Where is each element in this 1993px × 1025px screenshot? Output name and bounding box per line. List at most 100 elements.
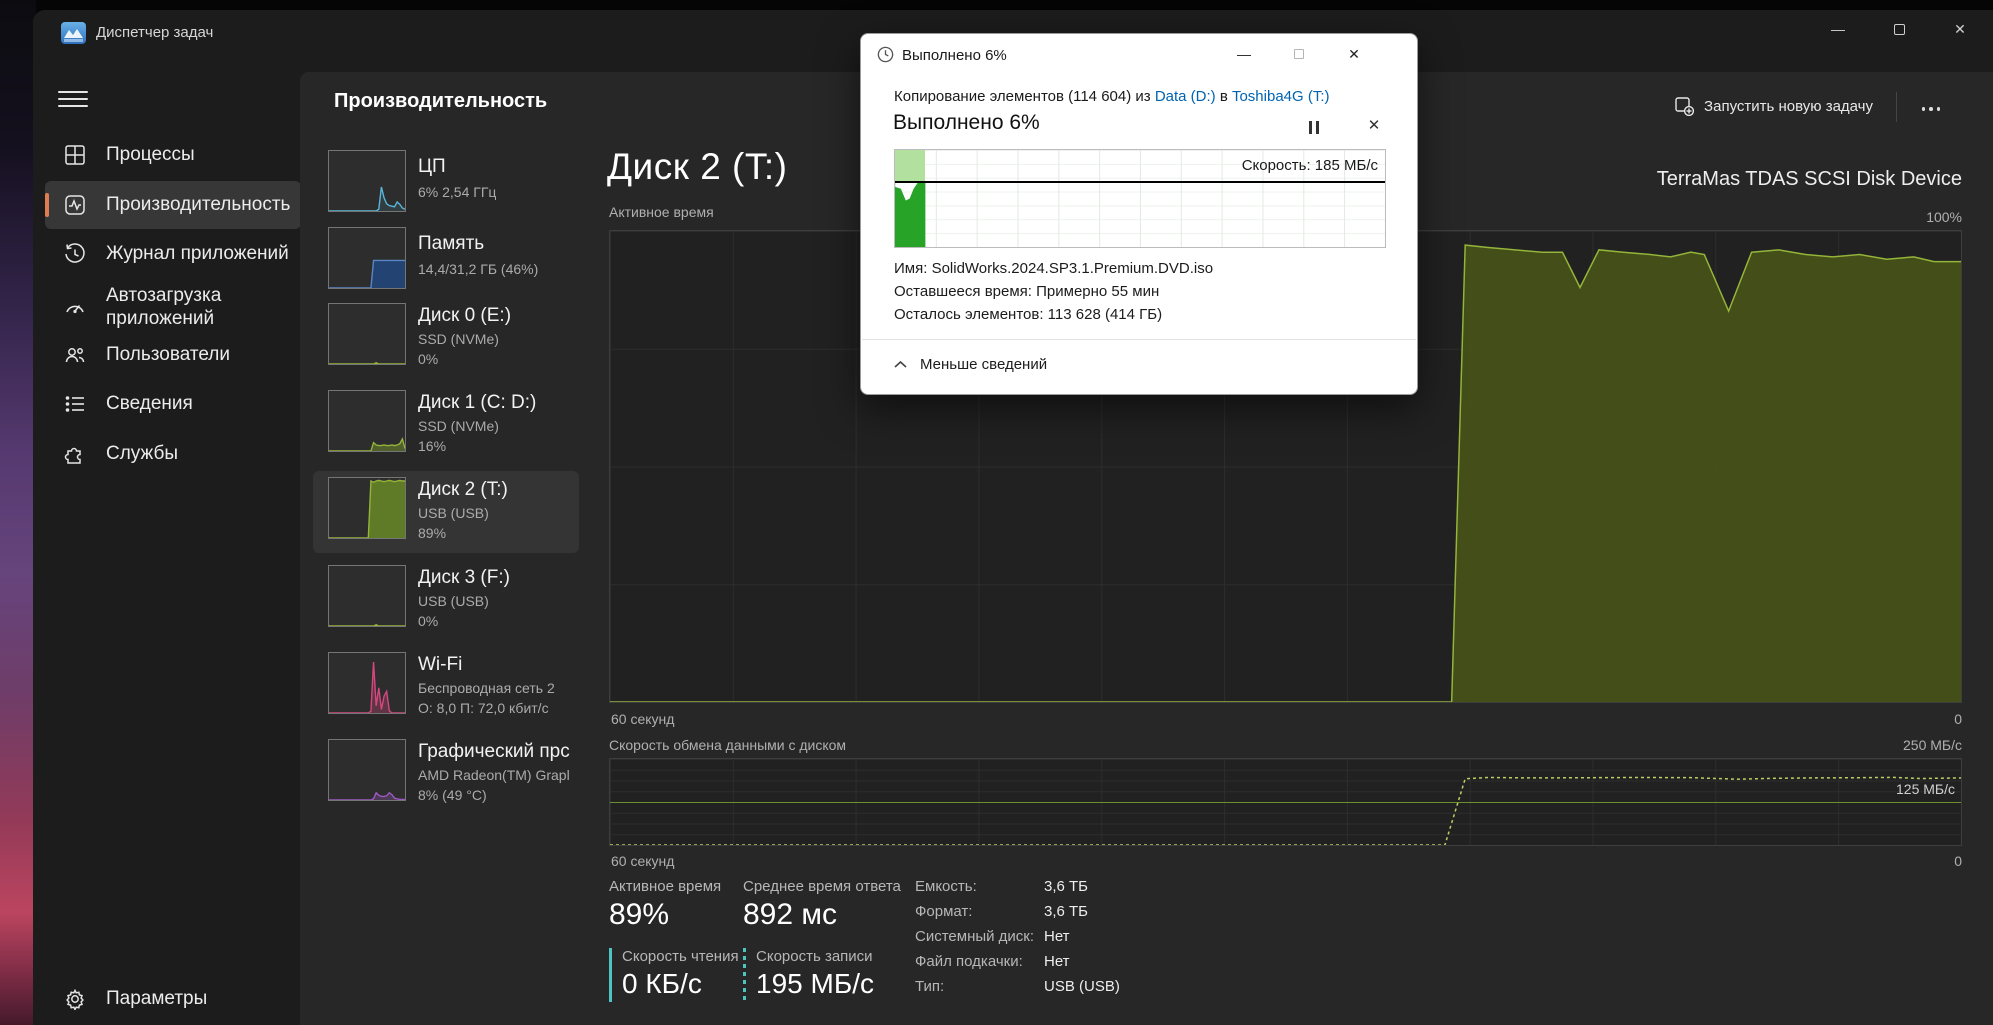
sidebar-item-details[interactable]: Сведения <box>45 380 301 428</box>
progress-heading: Выполнено 6% <box>893 111 1040 134</box>
dialog-close-button[interactable]: ✕ <box>1348 45 1360 62</box>
maximize-button[interactable] <box>1871 10 1927 48</box>
perf-item-title: Память <box>418 233 485 254</box>
perf-item-title: Диск 1 (C: D:) <box>418 392 537 413</box>
hamburger-menu-icon[interactable] <box>56 84 90 114</box>
dialog-maximize-button[interactable] <box>1277 36 1321 72</box>
processes-icon <box>64 144 86 166</box>
close-button[interactable]: ✕ <box>1954 20 1966 37</box>
format-label: Формат: <box>915 903 973 920</box>
active-time-stat-label: Активное время <box>609 878 722 895</box>
perf-item-title: Диск 2 (T:) <box>418 479 508 500</box>
mini-chart <box>328 227 406 289</box>
performance-icon <box>64 194 86 216</box>
maximize-icon <box>1893 23 1905 35</box>
run-new-task-label: Запустить новую задачу <box>1704 97 1873 115</box>
read-speed-value: 0 КБ/с <box>622 968 702 999</box>
page-file-label: Файл подкачки: <box>915 953 1023 970</box>
perf-list-item-2[interactable]: Диск 0 (E:) SSD (NVMe) 0% <box>313 297 579 379</box>
perf-list-item-5[interactable]: Диск 3 (F:) USB (USB) 0% <box>313 559 579 641</box>
read-speed-accent-bar <box>609 948 612 1002</box>
system-disk-label: Системный диск: <box>915 928 1035 945</box>
mini-chart <box>328 739 406 801</box>
system-disk-value: Нет <box>1044 928 1070 945</box>
active-time-chart <box>609 230 1962 703</box>
perf-item-sub2: 16% <box>418 438 447 454</box>
perf-item-title: Wi-Fi <box>418 654 463 675</box>
minimize-button[interactable]: — <box>1831 21 1845 37</box>
sidebar-item-startup-apps[interactable]: Автозагрузка приложений <box>45 277 301 339</box>
throughput-chart: 125 МБ/с <box>609 758 1962 846</box>
time-remaining-line: Оставшееся время: Примерно 55 мин <box>894 283 1160 300</box>
sidebar-item-label: Процессы <box>106 143 195 165</box>
active-time-stat-value: 89% <box>609 898 670 931</box>
throughput-chart-label: Скорость обмена данными с диском <box>609 737 847 753</box>
dialog-separator <box>862 339 1416 340</box>
perf-item-sub2: О: 8,0 П: 72,0 кбит/с <box>418 700 549 716</box>
disk-detail-title: Диск 2 (T:) <box>607 146 788 187</box>
sidebar-item-label: Автозагрузка приложений <box>106 285 222 329</box>
toolbar-divider <box>1896 92 1897 122</box>
read-speed-label: Скорость чтения <box>622 948 739 965</box>
perf-item-title: ЦП <box>418 156 446 177</box>
dialog-title: Выполнено 6% <box>902 47 1007 64</box>
pause-copy-button[interactable] <box>1301 117 1327 137</box>
perf-list-item-3[interactable]: Диск 1 (C: D:) SSD (NVMe) 16% <box>313 384 579 466</box>
source-drive-link[interactable]: Data (D:) <box>1154 88 1216 105</box>
mini-chart <box>328 477 406 539</box>
perf-list-item-7[interactable]: Графический прс AMD Radeon(TM) Grapl 8% (4… <box>313 733 579 815</box>
sidebar-item-users[interactable]: Пользователи <box>45 331 301 379</box>
sidebar-item-app-history[interactable]: Журнал приложений <box>45 230 301 278</box>
perf-item-sub1: Беспроводная сеть 2 <box>418 680 555 696</box>
less-details-toggle[interactable]: Меньше сведений <box>894 356 1047 373</box>
perf-item-sub1: AMD Radeon(TM) Grapl <box>418 767 570 783</box>
new-task-icon <box>1674 96 1695 116</box>
copy-progress-band <box>895 150 926 182</box>
sidebar-item-services[interactable]: Службы <box>45 430 301 478</box>
copy-dialog-icon <box>876 45 895 64</box>
format-value: 3,6 ТБ <box>1044 903 1089 920</box>
perf-item-sub1: 14,4/31,2 ГБ (46%) <box>418 261 539 277</box>
throughput-midline <box>610 802 1961 803</box>
copy-speed-graph: Скорость: 185 МБ/с <box>894 149 1386 248</box>
response-time-stat-label: Среднее время ответа <box>743 878 901 895</box>
dialog-maximize-icon <box>1294 49 1304 59</box>
perf-item-sub2: 0% <box>418 351 439 367</box>
sidebar-item-performance[interactable]: Производительность <box>45 181 301 229</box>
speedometer-icon <box>64 297 86 319</box>
active-time-xright: 0 <box>1954 711 1962 727</box>
more-options-button[interactable] <box>1909 96 1953 122</box>
perf-list-item-1[interactable]: Память 14,4/31,2 ГБ (46%) <box>313 221 579 303</box>
mini-chart <box>328 565 406 627</box>
run-new-task-button[interactable]: Запустить новую задачу <box>1674 96 1873 116</box>
response-time-stat-value: 892 мс <box>743 898 838 931</box>
destination-drive-link[interactable]: Toshiba4G (T:) <box>1231 88 1330 105</box>
perf-item-title: Диск 3 (F:) <box>418 567 510 588</box>
desktop-wallpaper-strip <box>0 0 36 1025</box>
type-label: Тип: <box>915 978 945 995</box>
details-list-icon <box>64 393 86 415</box>
graph-reference-line <box>895 181 1385 183</box>
active-time-ymax: 100% <box>1926 209 1962 225</box>
copy-description: Копирование элементов (114 604) из Data … <box>894 88 1330 105</box>
perf-list-item-4[interactable]: Диск 2 (T:) USB (USB) 89% <box>313 471 579 553</box>
cancel-copy-button[interactable]: ✕ <box>1367 117 1381 134</box>
sidebar-item-label: Службы <box>106 442 178 464</box>
copy-progress-dialog: Выполнено 6% — ✕ Копирование элементов (… <box>860 33 1418 395</box>
items-remaining-line: Осталось элементов: 113 628 (414 ГБ) <box>894 306 1163 323</box>
active-time-chart-label: Активное время <box>609 204 714 220</box>
perf-item-sub1: USB (USB) <box>418 593 489 609</box>
dialog-minimize-button[interactable]: — <box>1237 46 1251 62</box>
perf-list-item-6[interactable]: Wi-Fi Беспроводная сеть 2 О: 8,0 П: 72,0 к… <box>313 646 579 728</box>
history-clock-icon <box>64 243 86 265</box>
write-speed-value: 195 МБ/с <box>756 968 874 999</box>
perf-item-sub1: SSD (NVMe) <box>418 418 499 434</box>
page-title: Производительность <box>334 90 548 112</box>
type-value: USB (USB) <box>1044 978 1120 995</box>
perf-item-sub1: 6% 2,54 ГГц <box>418 184 497 200</box>
gear-icon <box>64 988 86 1010</box>
perf-item-sub2: 89% <box>418 525 447 541</box>
perf-list-item-0[interactable]: ЦП 6% 2,54 ГГц <box>313 144 579 226</box>
sidebar-item-processes[interactable]: Процессы <box>45 131 301 179</box>
sidebar-item-settings[interactable]: Параметры <box>45 975 301 1023</box>
